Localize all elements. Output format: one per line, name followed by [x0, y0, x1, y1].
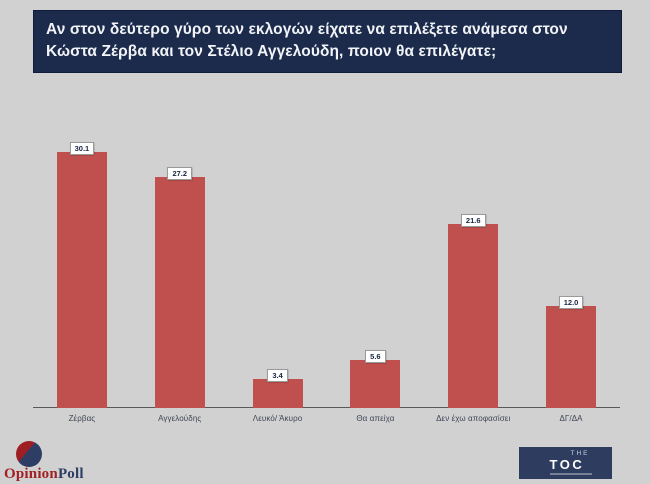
bar-group: 3.4: [229, 138, 327, 408]
bar-group: 5.6: [326, 138, 424, 408]
thetoc-logo: THE TOC: [519, 447, 612, 479]
bar-group: 30.1: [33, 138, 131, 408]
opinionpoll-wordmark: OpinionPoll: [4, 466, 84, 483]
category-label: Ζέρβας: [68, 414, 96, 423]
bar-group: 21.6: [424, 138, 522, 408]
opinionpoll-word-opinion: Opinion: [4, 466, 58, 482]
thetoc-word-toc: TOC: [549, 456, 585, 472]
category-label: Λευκό/ Άκυρο: [252, 414, 303, 423]
thetoc-tagline-strip: [549, 472, 592, 475]
opinionpoll-word-poll: Poll: [57, 466, 84, 482]
question-text: Αν στον δεύτερο γύρο των εκλογών είχατε …: [46, 21, 568, 60]
category-label: ΔΓ/ΔΑ: [559, 414, 583, 423]
category-label: Δεν έχω αποφασίσει: [436, 414, 511, 423]
bar-chart: 30.1 27.2 3.4 5.6 21.6 12.0: [33, 138, 620, 408]
thetoc-word-the: THE: [570, 450, 590, 458]
bar-group: 12.0: [522, 138, 620, 408]
bar-value-label: 30.1: [69, 142, 95, 155]
category-label: Αγγελούδης: [158, 414, 202, 423]
opinionpoll-logo: OpinionPoll: [4, 440, 154, 482]
bar: [546, 306, 597, 408]
bar-group: 27.2: [131, 138, 229, 408]
category-label: Θα απείχα: [356, 414, 395, 423]
bar: [56, 152, 107, 408]
bar-value-label: 5.6: [365, 350, 386, 363]
opinionpoll-circle-icon: [16, 441, 42, 467]
bar-value-label: 12.0: [558, 296, 584, 309]
bar-value-label: 27.2: [167, 167, 193, 180]
bar: [448, 224, 499, 408]
bar-value-label: 3.4: [267, 369, 288, 382]
bar: [350, 360, 401, 408]
bar: [154, 177, 205, 408]
bar: [252, 379, 303, 408]
category-axis: Ζέρβας Αγγελούδης Λευκό/ Άκυρο Θα απείχα Δεν…: [33, 414, 620, 423]
thetoc-wordmark: THE TOC: [549, 450, 592, 475]
x-axis-line: [33, 407, 620, 408]
bar-value-label: 21.6: [460, 214, 486, 227]
question-header: Αν στον δεύτερο γύρο των εκλογών είχατε …: [33, 10, 622, 73]
